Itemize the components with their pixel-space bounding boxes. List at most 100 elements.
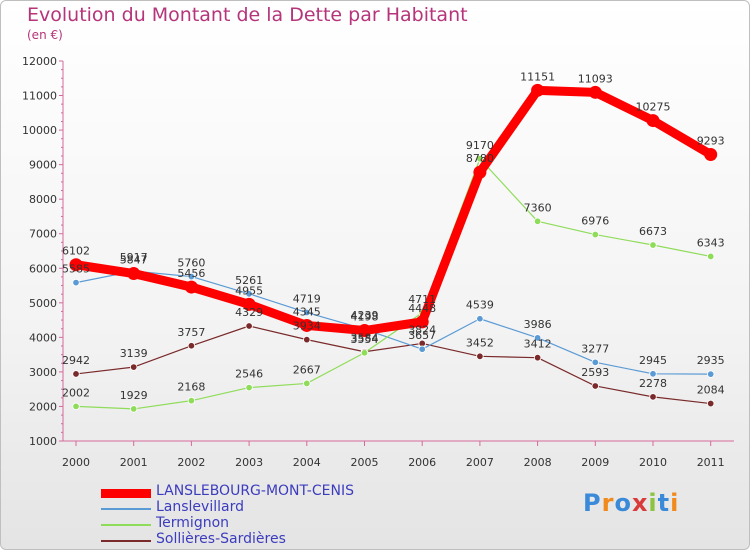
y-tick-label: 6000 (29, 262, 57, 275)
data-point (360, 349, 369, 357)
data-point (184, 280, 198, 294)
x-tick-label: 2010 (639, 456, 667, 469)
data-point (187, 272, 196, 281)
data-point (591, 358, 599, 367)
data-label: 1929 (120, 389, 148, 402)
data-label: 10275 (636, 101, 671, 114)
data-point (588, 85, 602, 99)
data-label: 5847 (120, 254, 148, 267)
data-label: 2593 (581, 366, 609, 379)
y-tick-label: 3000 (29, 366, 57, 379)
data-point (303, 335, 311, 344)
y-tick-label: 8000 (29, 193, 57, 206)
data-point (533, 217, 542, 225)
data-label: 3412 (524, 338, 552, 351)
data-point (533, 353, 542, 362)
data-label: 4239 (351, 309, 379, 322)
data-point (303, 308, 311, 317)
data-point (415, 315, 429, 329)
legend-label: LANSLEBOURG-MONT-CENIS (156, 483, 354, 499)
data-point (245, 290, 253, 298)
data-label: 5261 (235, 274, 263, 287)
data-point (476, 352, 484, 360)
data-point (649, 241, 657, 249)
data-point (707, 370, 715, 378)
data-label: 3554 (351, 333, 379, 346)
data-point (72, 402, 80, 411)
data-point (476, 315, 484, 323)
data-point (473, 165, 487, 179)
y-tick-label: 9000 (29, 159, 57, 172)
data-label: 8780 (466, 152, 494, 165)
data-point (245, 383, 253, 392)
data-label: 3657 (408, 329, 436, 342)
data-label: 9293 (697, 135, 725, 148)
data-label: 6673 (639, 225, 667, 238)
data-label: 4711 (408, 293, 436, 306)
data-point (591, 230, 599, 239)
x-tick-label: 2004 (293, 456, 321, 469)
data-label: 4719 (293, 293, 321, 306)
data-label: 2546 (235, 368, 263, 381)
data-point (300, 318, 314, 332)
y-tick-label: 1000 (29, 435, 57, 448)
x-tick-label: 2001 (120, 456, 148, 469)
legend-label: Termignon (156, 515, 230, 531)
x-tick-label: 2011 (697, 456, 725, 469)
data-label: 3934 (293, 320, 321, 333)
data-label: 6976 (581, 215, 609, 228)
data-label: 2002 (62, 386, 90, 399)
data-point (649, 393, 657, 401)
data-point (649, 370, 657, 378)
data-label: 4329 (235, 306, 263, 319)
data-label: 3757 (177, 326, 205, 339)
data-point (69, 258, 83, 272)
data-label: 2084 (697, 384, 725, 397)
data-point (707, 399, 715, 408)
data-label: 3277 (581, 342, 609, 355)
data-label: 2945 (639, 354, 667, 367)
data-label: 9170 (466, 139, 494, 152)
data-label: 2942 (62, 354, 90, 367)
data-point (533, 334, 542, 342)
y-tick-label: 12000 (22, 55, 57, 68)
series-line-1 (75, 270, 712, 375)
legend-swatch (101, 524, 151, 526)
data-point (242, 297, 256, 311)
data-point (418, 345, 426, 353)
legend-swatch (101, 488, 151, 498)
y-tick-label: 2000 (29, 400, 57, 413)
data-point (72, 278, 80, 287)
data-point (245, 322, 253, 330)
data-point (476, 155, 484, 163)
data-point (704, 148, 718, 162)
data-label: 3139 (120, 347, 148, 360)
data-label: 5917 (120, 251, 148, 264)
data-label: 3452 (466, 336, 494, 349)
data-label: 3986 (524, 318, 552, 331)
data-label: 4345 (293, 305, 321, 318)
series-line-3 (75, 325, 712, 405)
data-label: 6102 (62, 245, 90, 258)
data-label: 4539 (466, 299, 494, 312)
data-label: 4448 (408, 302, 436, 315)
x-tick-label: 2008 (524, 456, 552, 469)
y-tick-label: 4000 (29, 331, 57, 344)
data-point (358, 324, 371, 338)
proxiti-logo: Proxiti (583, 489, 680, 517)
y-tick-label: 5000 (29, 297, 57, 310)
data-label: 4198 (351, 311, 379, 324)
data-label: 5456 (177, 267, 205, 280)
y-tick-label: 11000 (22, 90, 57, 103)
x-tick-label: 2005 (351, 456, 379, 469)
x-tick-label: 2009 (581, 456, 609, 469)
data-label: 5585 (62, 263, 90, 276)
data-point (187, 396, 196, 405)
data-label: 4955 (235, 284, 263, 297)
data-label: 2278 (639, 377, 667, 390)
data-point (591, 382, 599, 390)
data-label: 7360 (524, 201, 552, 214)
data-label: 3824 (408, 323, 436, 336)
